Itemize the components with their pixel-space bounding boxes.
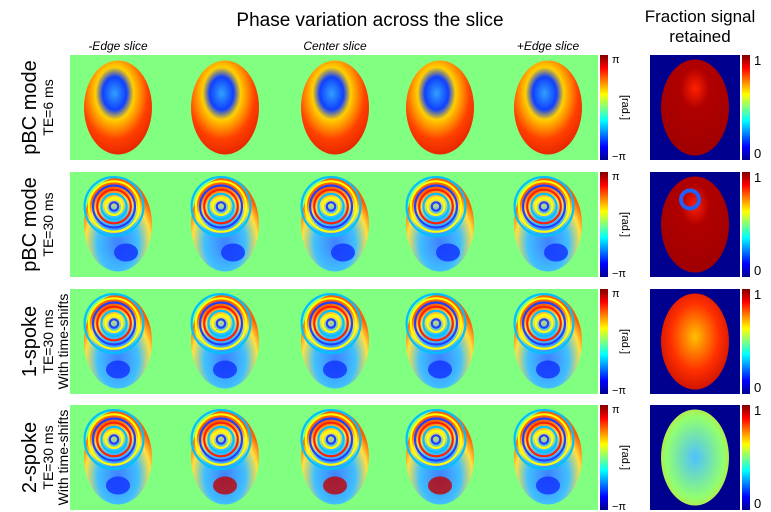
row-mode: pBC mode [19, 177, 41, 272]
phase-spot [323, 477, 347, 495]
colorbar [742, 289, 750, 394]
colorbar-label: π [612, 288, 620, 300]
colorbar-label: [rad.] [619, 445, 631, 470]
phase-map [84, 61, 152, 155]
colorbar [742, 172, 750, 277]
row-detail: With time-shifts [55, 294, 71, 390]
colorbar-label: −π [612, 501, 626, 512]
colorbar [600, 289, 608, 394]
colorbar-label: π [612, 171, 620, 183]
colorbar-label: −π [612, 151, 626, 163]
phase-map [191, 61, 259, 155]
row-detail: With time-shifts [55, 410, 71, 506]
colorbar-label: 0 [754, 496, 761, 511]
phase-spot [428, 361, 452, 379]
phase-map [514, 61, 582, 155]
colorbar-label: [rad.] [619, 212, 631, 237]
phase-spot [436, 244, 460, 262]
phase-spot [221, 244, 245, 262]
row-detail: TE=6 ms [40, 79, 56, 135]
colorbar-label: −π [612, 268, 626, 280]
column-label: Center slice [303, 39, 367, 53]
figure: Phase variation across the slice Fractio… [0, 0, 771, 512]
phase-spot [213, 477, 237, 495]
colorbar-label: 1 [754, 287, 761, 302]
phase-spot [536, 477, 560, 495]
colorbar-label: 0 [754, 263, 761, 278]
phase-spot [323, 361, 347, 379]
colorbar-label: 1 [754, 53, 761, 68]
row-detail: TE=30 ms [40, 309, 56, 373]
phase-spot [536, 361, 560, 379]
colorbar-label: π [612, 54, 620, 66]
phase-map [406, 61, 474, 155]
colorbar [600, 55, 608, 160]
phase-spot [544, 244, 568, 262]
fraction-map [661, 294, 729, 390]
phase-spot [114, 244, 138, 262]
phase-spot [106, 361, 130, 379]
colorbar [742, 55, 750, 160]
side-title: retained [669, 27, 730, 46]
column-label: -Edge slice [88, 39, 148, 53]
fraction-map [661, 60, 729, 156]
row-mode: 2-spoke [19, 422, 41, 493]
phase-spot [106, 477, 130, 495]
phase-spot [331, 244, 355, 262]
colorbar [742, 405, 750, 510]
column-label: +Edge slice [517, 39, 580, 53]
row-detail: TE=30 ms [40, 425, 56, 489]
colorbar [600, 405, 608, 510]
row-detail: TE=30 ms [40, 192, 56, 256]
colorbar-label: 1 [754, 403, 761, 418]
colorbar-label: [rad.] [619, 329, 631, 354]
title: Phase variation across the slice [236, 10, 503, 31]
colorbar-label: 1 [754, 170, 761, 185]
colorbar-label: 0 [754, 146, 761, 161]
colorbar-label: −π [612, 385, 626, 397]
colorbar-label: π [612, 404, 620, 416]
row-mode: 1-spoke [19, 306, 41, 377]
fraction-map [661, 410, 729, 506]
side-title: Fraction signal [645, 7, 756, 26]
phase-spot [428, 477, 452, 495]
colorbar-label: 0 [754, 380, 761, 395]
colorbar-label: [rad.] [619, 95, 631, 120]
row-mode: pBC mode [19, 60, 41, 155]
phase-spot [213, 361, 237, 379]
colorbar [600, 172, 608, 277]
phase-map [301, 61, 369, 155]
